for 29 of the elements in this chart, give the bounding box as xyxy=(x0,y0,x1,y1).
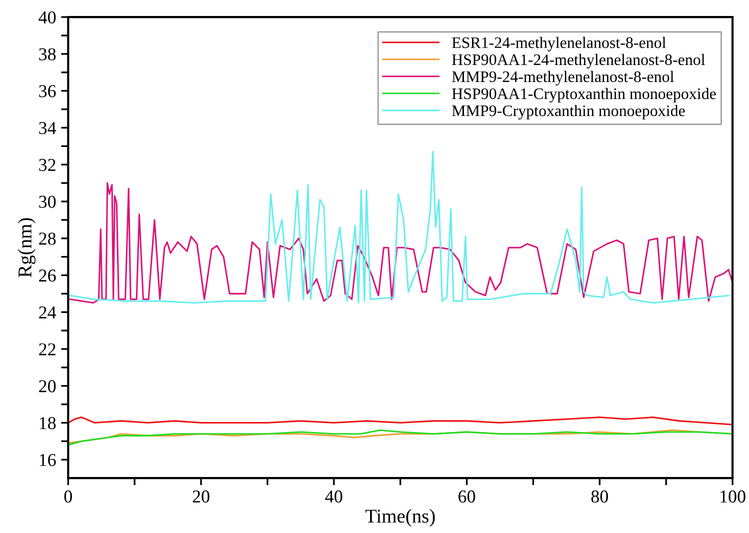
y-tick-label: 28 xyxy=(39,232,56,245)
y-axis-title: Rg(nm) xyxy=(18,218,36,278)
x-axis-title: Time(ns) xyxy=(365,509,435,527)
y-tick-label: 36 xyxy=(39,85,56,98)
x-tick-label: 60 xyxy=(458,490,476,503)
y-tick-label: 16 xyxy=(40,454,56,466)
line-series xyxy=(69,150,730,304)
y-tick-label: 38 xyxy=(39,48,56,60)
line-series xyxy=(68,416,733,426)
x-tick-label: 40 xyxy=(325,490,342,503)
y-tick-label: 26 xyxy=(39,270,56,282)
y-tick-label: 20 xyxy=(39,380,56,392)
x-tick-label: 80 xyxy=(591,490,608,503)
legend-label: MMP9-Cryptoxanthin monoepoxide xyxy=(452,104,685,120)
x-tick-label: 0 xyxy=(64,490,72,503)
y-tick-label: 40 xyxy=(38,11,56,24)
x-tick-label: 20 xyxy=(192,490,210,503)
y-tick-label: 18 xyxy=(40,417,56,430)
line-series xyxy=(69,182,733,304)
x-tick-label: 100 xyxy=(720,490,746,503)
legend-label: MMP9-24-methylenelanost-8-enol xyxy=(452,70,674,86)
y-tick-label: 24 xyxy=(39,306,56,318)
y-tick-label: 34 xyxy=(39,122,56,134)
y-tick-label: 30 xyxy=(39,196,56,208)
legend-label: HSP90AA1-24-methylenelanost-8-enol xyxy=(452,54,705,68)
legend-label: ESR1-24-methylenelanost-8-enol xyxy=(452,36,666,52)
y-tick-label: 22 xyxy=(39,343,56,356)
y-tick-label: 32 xyxy=(39,158,56,172)
legend-label: HSP90AA1-Cryptoxanthin monoepoxide xyxy=(452,88,716,102)
